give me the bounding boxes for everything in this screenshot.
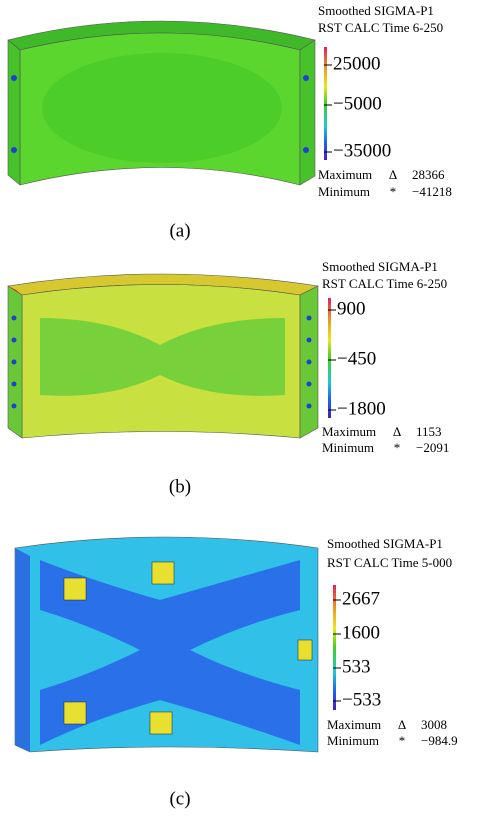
minimum-symbol: * [390,184,397,199]
maximum-label: Maximum [318,167,372,182]
scale-label: 2667 [342,588,380,609]
legend-title: Smoothed SIGMA-P1 [318,3,434,18]
model-a [7,20,316,186]
color-bar [324,47,327,160]
model-b [7,273,319,439]
color-bar [328,298,331,418]
model-c [14,536,319,753]
minimum-label: Minimum [322,440,374,455]
legend-title: RST CALC Time 6-250 [322,276,447,291]
scale-label: 900 [337,298,366,319]
minimum-symbol: * [394,440,401,455]
caption: (b) [169,476,191,497]
maximum-symbol: Δ [393,424,401,439]
scale-label: −1800 [337,398,386,419]
legends: Smoothed SIGMA-P1 RST CALC Time 6-250 2500… [169,3,458,809]
minimum-value: −41218 [412,184,452,199]
maximum-symbol: Δ [389,167,397,182]
scale-label: 533 [342,656,371,677]
maximum-value: 3008 [421,717,447,732]
caption: (a) [169,220,190,241]
scale-label: −35000 [333,140,391,161]
maximum-symbol: Δ [398,717,406,732]
maximum-label: Maximum [327,717,381,732]
color-bar [333,585,336,710]
legend-title: RST CALC Time 5-000 [327,555,452,570]
caption: (c) [169,788,190,809]
legend-title: RST CALC Time 6-250 [318,20,443,35]
legend-title: Smoothed SIGMA-P1 [327,536,443,551]
legend-title: Smoothed SIGMA-P1 [322,259,438,274]
scale-label: −533 [342,689,381,710]
minimum-symbol: * [399,733,406,748]
maximum-value: 28366 [412,167,445,182]
scale-label: 1600 [342,622,380,643]
scale-label: −450 [337,348,376,369]
maximum-label: Maximum [322,424,376,439]
minimum-label: Minimum [318,184,370,199]
scale-label: 25000 [333,53,381,74]
maximum-value: 1153 [416,424,442,439]
minimum-value: −984.9 [421,733,458,748]
minimum-value: −2091 [416,440,449,455]
minimum-label: Minimum [327,733,379,748]
scale-label: −5000 [333,93,382,114]
